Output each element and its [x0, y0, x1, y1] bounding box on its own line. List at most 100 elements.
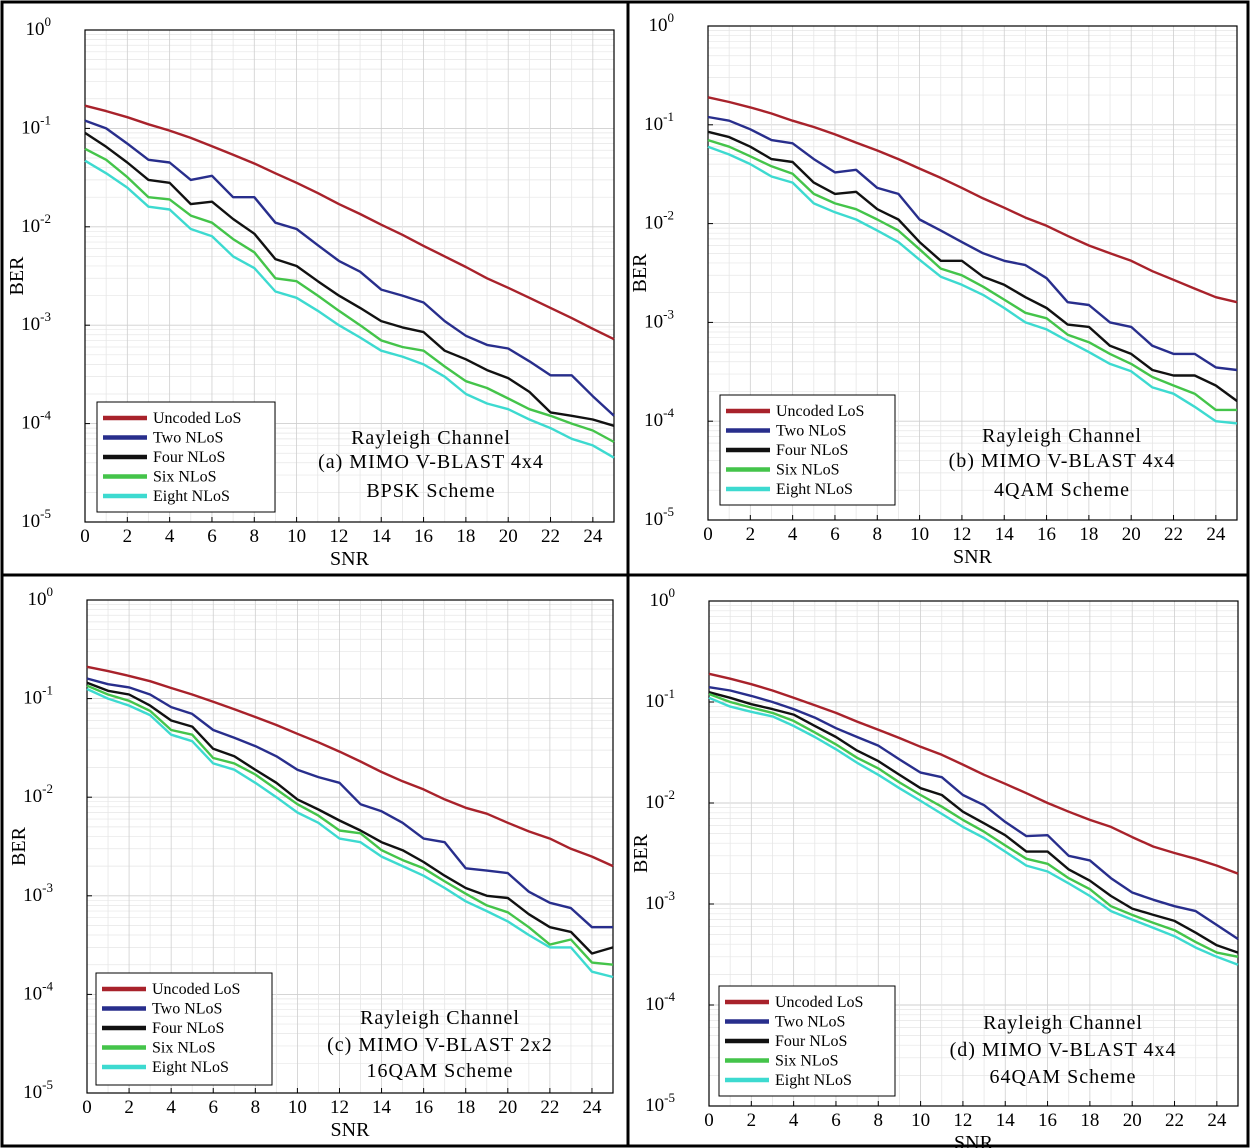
series-line-four-nlos: [86, 681, 614, 955]
legend-label: Four NLoS: [153, 449, 225, 466]
legend-label: Two NLoS: [153, 430, 223, 447]
y-tick-exponent: -2: [42, 781, 53, 796]
y-tick-label: 10-2: [21, 211, 51, 237]
y-tick-base: 10: [23, 885, 42, 906]
y-tick-base: 10: [21, 117, 40, 138]
x-tick-label: 20: [1122, 524, 1141, 545]
x-tick-label: 24: [583, 526, 603, 547]
annotation-line: (c) MIMO V-BLAST 2x2: [327, 1034, 553, 1056]
y-tick-exponent: -5: [42, 1077, 53, 1092]
y-tick-base: 10: [21, 413, 40, 434]
y-axis-label: BER: [629, 253, 651, 293]
grid: [709, 601, 1238, 1106]
series-line-two-nlos: [707, 115, 1238, 372]
y-tick-base: 10: [644, 114, 663, 135]
x-tick-label: 6: [207, 526, 217, 547]
y-tick-label: 10-2: [645, 787, 675, 813]
series-line-four-nlos: [84, 131, 615, 427]
x-tick-label: 20: [499, 526, 518, 547]
series-line-eight-nlos: [86, 687, 614, 979]
y-tick-base: 10: [645, 893, 664, 914]
y-tick-exponent: -4: [42, 978, 53, 993]
x-axis-label: SNR: [954, 1132, 994, 1148]
y-tick-exponent: -4: [40, 408, 51, 423]
annotation: Rayleigh Channel (b) MIMO V-BLAST 4x4 4QAM…: [949, 425, 1175, 501]
y-tick-base: 10: [23, 786, 42, 807]
annotation-line: BPSK Scheme: [366, 480, 495, 502]
x-tick-label: 0: [703, 524, 713, 545]
x-tick-label: 0: [80, 526, 90, 547]
y-tick-base: 10: [28, 589, 47, 610]
y-tick-label: 10-2: [23, 781, 53, 807]
x-tick-label: 10: [288, 1097, 307, 1118]
annotation-line: Rayleigh Channel: [982, 425, 1142, 447]
y-tick-base: 10: [21, 511, 40, 532]
x-tick-label: 8: [250, 526, 260, 547]
annotation: Rayleigh Channel (c) MIMO V-BLAST 2x2 16QA…: [327, 1007, 553, 1082]
y-tick-base: 10: [23, 983, 42, 1004]
x-tick-label: 10: [287, 526, 306, 547]
x-tick-label: 8: [251, 1097, 261, 1118]
y-tick-label: 10-4: [21, 408, 51, 434]
x-tick-label: 4: [165, 526, 175, 547]
series-line-eight-nlos: [708, 696, 1239, 966]
y-tick-label: 10-5: [21, 506, 51, 532]
legend-label: Uncoded LoS: [152, 981, 240, 998]
y-tick-exponent: -1: [663, 109, 674, 124]
x-tick-label: 20: [498, 1097, 517, 1118]
y-tick-exponent: 0: [669, 585, 676, 600]
y-tick-base: 10: [23, 688, 42, 709]
y-tick-base: 10: [644, 311, 663, 332]
series-line-uncoded-los: [84, 104, 615, 341]
y-tick-label: 10-3: [23, 880, 53, 906]
y-tick-exponent: -3: [663, 306, 674, 321]
axes-box: [708, 600, 1239, 1107]
series-line-six-nlos: [707, 138, 1237, 412]
x-ticks: 0 2 4 6 8 10 12 14 16 18 20 22 24: [704, 1101, 1227, 1131]
x-tick-label: 2: [746, 524, 756, 545]
y-tick-exponent: -4: [663, 405, 674, 420]
y-tick-exponent: 0: [45, 14, 52, 29]
series-lines: [86, 665, 614, 979]
y-tick-label: 10-1: [23, 683, 53, 709]
y-tick-exponent: -4: [664, 989, 675, 1004]
legend-label: Uncoded LoS: [153, 410, 241, 427]
y-tick-label: 10-1: [21, 112, 51, 138]
x-tick-label: 14: [372, 1097, 392, 1118]
y-tick-exponent: -3: [664, 888, 675, 903]
legend-label: Four NLoS: [776, 442, 848, 459]
annotation-line: 64QAM Scheme: [990, 1066, 1137, 1088]
legend-label: Uncoded LoS: [776, 403, 864, 420]
y-tick-label: 10-1: [645, 686, 675, 712]
y-tick-label: 10-5: [645, 1090, 675, 1116]
y-axis-label: BER: [630, 833, 652, 873]
legend: Uncoded LoS Two NLoS Four NLoS Six NLoS Eigh…: [718, 985, 896, 1097]
legend-label: Four NLoS: [775, 1033, 847, 1050]
x-tick-label: 12: [953, 1110, 972, 1131]
annotation-line: 16QAM Scheme: [367, 1060, 514, 1082]
series-line-eight-nlos: [84, 159, 615, 459]
x-tick-label: 16: [1037, 524, 1056, 545]
y-tick-exponent: -3: [42, 880, 53, 895]
y-tick-exponent: 0: [668, 10, 675, 25]
y-tick-label: 10-4: [644, 405, 674, 431]
x-tick-label: 18: [1079, 524, 1098, 545]
series-line-four-nlos: [708, 691, 1239, 954]
y-tick-base: 10: [644, 410, 663, 431]
y-tick-label: 100: [26, 14, 52, 40]
x-tick-label: 24: [582, 1097, 602, 1118]
y-tick-base: 10: [645, 691, 664, 712]
y-tick-base: 10: [645, 792, 664, 813]
x-ticks: 0 2 4 6 8 10 12 14 16 18 20 22 24: [703, 515, 1226, 545]
series-line-uncoded-los: [707, 96, 1238, 304]
legend: Uncoded LoS Two NLoS Four NLoS Six NLoS Eigh…: [719, 394, 896, 506]
legend-label: Two NLoS: [776, 423, 846, 440]
x-tick-label: 0: [704, 1110, 714, 1131]
chart-panel-d: 0 2 4 6 8 10 12 14 16 18 20 22 2410010-110-210-310-4…: [630, 585, 1239, 1148]
y-tick-label: 100: [649, 10, 675, 36]
y-tick-exponent: -2: [664, 787, 675, 802]
legend-label: Eight NLoS: [776, 481, 853, 498]
x-tick-label: 20: [1123, 1110, 1142, 1131]
